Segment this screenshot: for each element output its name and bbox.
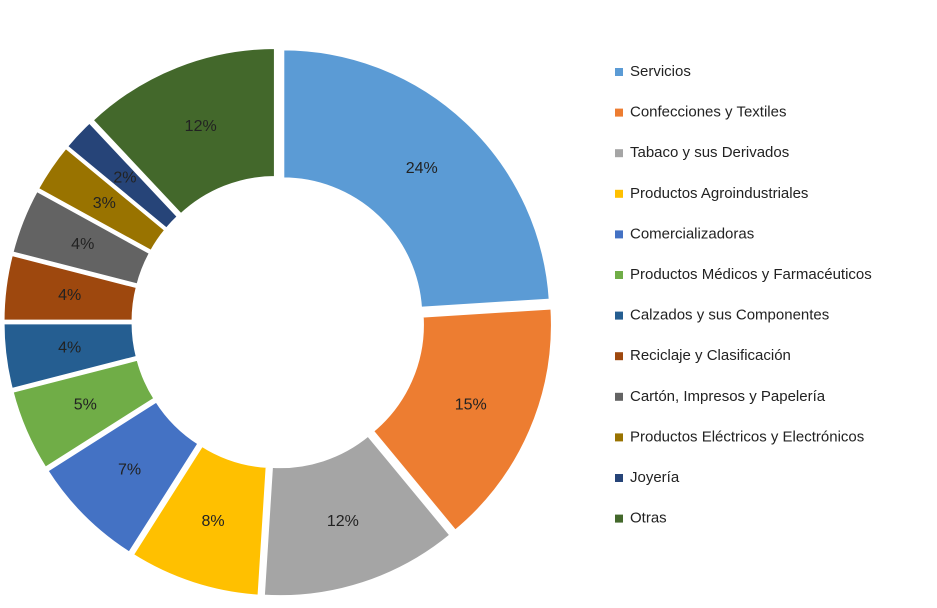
data-label: 15% bbox=[455, 397, 487, 414]
legend-swatch bbox=[615, 68, 623, 76]
legend-label: Servicios bbox=[630, 63, 691, 80]
legend-swatch bbox=[615, 108, 623, 117]
legend-label: Productos Eléctricos y Electrónicos bbox=[630, 428, 864, 445]
slice bbox=[89, 45, 277, 218]
legend-label: Cartón, Impresos y Papelería bbox=[630, 388, 826, 405]
data-label: 3% bbox=[93, 195, 116, 212]
slice bbox=[64, 119, 181, 232]
legend-label: Productos Médicos y Farmacéuticos bbox=[630, 266, 872, 283]
legend-swatch bbox=[615, 230, 623, 239]
legend-swatch bbox=[615, 189, 623, 198]
slice bbox=[281, 47, 552, 310]
legend-swatch bbox=[615, 149, 623, 158]
legend-label: Otras bbox=[630, 510, 667, 527]
data-label: 4% bbox=[58, 340, 81, 357]
data-label: 4% bbox=[71, 236, 94, 253]
legend-label: Calzados y sus Componentes bbox=[630, 307, 829, 324]
legend-swatch bbox=[615, 392, 623, 401]
slice bbox=[10, 357, 158, 471]
slice bbox=[130, 443, 269, 598]
slice bbox=[44, 398, 202, 556]
slice bbox=[10, 188, 153, 287]
data-label: 12% bbox=[185, 118, 217, 135]
data-label: 4% bbox=[58, 287, 81, 304]
data-label: 2% bbox=[113, 169, 136, 186]
data-label: 5% bbox=[74, 397, 97, 414]
legend-swatch bbox=[615, 311, 623, 320]
slice bbox=[1, 252, 140, 323]
slice bbox=[1, 321, 140, 392]
legend-swatch bbox=[615, 352, 623, 361]
legend-label: Reciclaje y Clasificación bbox=[630, 347, 791, 364]
data-label: 24% bbox=[406, 160, 438, 177]
legend-swatch bbox=[615, 271, 623, 279]
data-label: 8% bbox=[202, 513, 225, 530]
legend-label: Productos Agroindustriales bbox=[630, 185, 808, 202]
legend-swatch bbox=[615, 474, 623, 482]
legend-label: Tabaco y sus Derivados bbox=[630, 144, 789, 161]
data-label: 7% bbox=[118, 462, 141, 479]
data-label: 12% bbox=[327, 513, 359, 530]
legend-swatch bbox=[615, 433, 623, 442]
legend-label: Joyería bbox=[630, 469, 680, 486]
legend-label: Comercializadoras bbox=[630, 225, 754, 242]
legend-swatch bbox=[615, 514, 623, 523]
legend-label: Confecciones y Textiles bbox=[630, 104, 786, 121]
slice bbox=[261, 432, 454, 599]
slice bbox=[370, 306, 554, 534]
